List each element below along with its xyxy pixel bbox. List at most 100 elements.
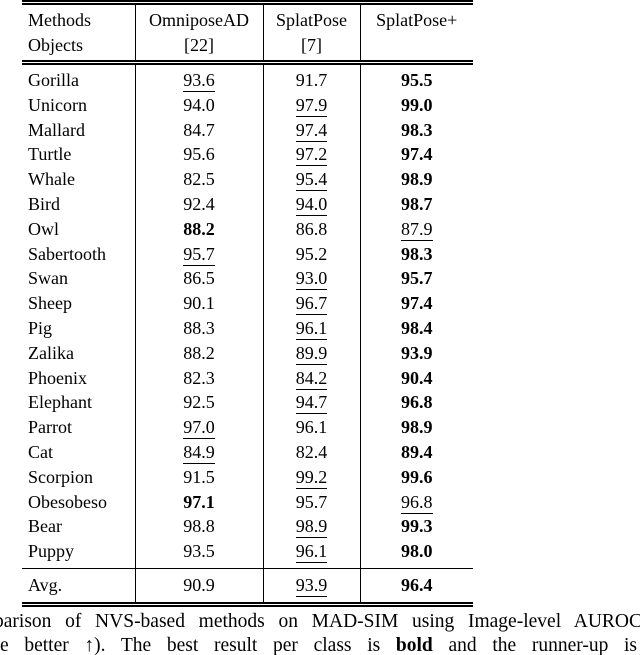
table-row: Gorilla 93.6 91.7 95.5 (22, 62, 473, 93)
object-name-cell: Obesobeso (28, 491, 107, 512)
value-cell: 95.7 (359, 266, 473, 292)
object-name-cell: Parrot (28, 417, 72, 438)
value-text: 84.7 (183, 119, 215, 140)
value-cell: 92.5 (134, 390, 263, 416)
value-text: 93.0 (295, 268, 328, 291)
value-text: 82.5 (183, 169, 215, 190)
table-row: Phoenix 82.3 84.2 90.4 (22, 365, 473, 391)
value-text: 97.4 (295, 119, 328, 142)
value-cell: 98.9 (359, 415, 473, 440)
value-text: 99.0 (401, 94, 433, 115)
object-name-cell: Gorilla (28, 70, 79, 90)
value-text: 97.4 (401, 293, 433, 314)
value-cell: 84.7 (134, 117, 263, 143)
value-cell: 95.4 (262, 167, 360, 192)
value-cell: 82.3 (134, 365, 263, 391)
table-caption: parison of NVS-based methods on MAD-SIM … (0, 610, 640, 655)
value-cell: 96.8 (359, 390, 473, 416)
table-row: Puppy 93.5 96.1 98.0 (22, 539, 473, 569)
value-cell: 91.7 (262, 62, 360, 93)
value-text: 95.5 (401, 70, 433, 90)
object-name-cell: Unicorn (28, 94, 87, 115)
value-text: 89.4 (401, 441, 433, 462)
value-cell: 88.3 (134, 315, 263, 341)
value-cell: 96.4 (359, 567, 473, 605)
value-text: 95.7 (295, 491, 328, 512)
object-name-cell: Whale (28, 169, 75, 190)
value-cell: 94.7 (262, 390, 360, 416)
table-header: Methods Objects OmniposeAD [22] SplatPos… (22, 2, 473, 65)
table-row: Bear 98.8 98.9 99.3 (22, 514, 473, 540)
value-text: 95.2 (295, 243, 328, 264)
value-text: 95.7 (401, 268, 433, 289)
value-text: 97.0 (183, 417, 215, 440)
value-text: 86.8 (295, 218, 328, 239)
value-text: 93.5 (183, 541, 215, 562)
object-name-cell: Turtle (28, 144, 72, 165)
value-cell: 96.1 (262, 315, 360, 341)
value-text: 96.1 (295, 417, 328, 438)
value-text: 97.9 (295, 94, 328, 117)
object-name-cell: Phoenix (28, 367, 88, 388)
value-cell: 87.9 (359, 216, 473, 242)
table-row: Swan 86.5 93.0 95.7 (22, 266, 473, 292)
caption-bold-word: bold (395, 635, 433, 655)
table-row: Avg. 90.9 93.9 96.4 (22, 567, 473, 605)
header-col-splatpose: SplatPose [7] (262, 2, 360, 65)
value-cell: 99.0 (359, 92, 473, 118)
object-name-cell: Bird (28, 193, 61, 214)
value-text: 96.8 (401, 392, 433, 413)
value-text: 87.9 (401, 218, 433, 241)
value-cell: 94.0 (134, 92, 263, 118)
value-cell: 90.1 (134, 291, 263, 316)
value-cell: 88.2 (134, 216, 263, 242)
object-name-cell: Avg. (22, 567, 135, 605)
header-omniposead-cite: [22] (184, 35, 214, 55)
object-name-cell: Elephant (28, 392, 92, 413)
value-text: 94.0 (295, 193, 328, 216)
value-cell: 95.7 (134, 241, 263, 267)
table-row: Elephant 92.5 94.7 96.8 (22, 390, 473, 416)
value-cell: 93.0 (262, 266, 360, 292)
value-text: 91.5 (183, 466, 215, 487)
value-text: 99.2 (295, 466, 328, 489)
value-cell: 97.4 (262, 117, 360, 143)
value-text: 96.8 (401, 491, 433, 514)
value-cell: 95.5 (359, 62, 473, 93)
object-name-cell: Mallard (28, 119, 85, 140)
value-cell: 97.9 (262, 92, 360, 118)
value-cell: 97.4 (359, 291, 473, 316)
object-name-cell: Zalika (28, 342, 74, 363)
value-cell: 93.5 (134, 539, 263, 569)
header-col-omniposead: OmniposeAD [22] (134, 2, 263, 65)
table-row: Obesobeso 97.1 95.7 96.8 (22, 489, 473, 515)
value-cell: 82.4 (262, 439, 360, 465)
table-row: Whale 82.5 95.4 98.9 (22, 167, 473, 192)
value-text: 94.0 (183, 94, 215, 115)
value-cell: 89.9 (262, 340, 360, 366)
value-cell: 99.6 (359, 464, 473, 490)
header-row: Methods Objects OmniposeAD [22] SplatPos… (22, 2, 473, 65)
table-body: Gorilla 93.6 91.7 95.5 Unicorn 94.0 97.9 99.0 Ma… (22, 62, 473, 569)
value-text: 88.3 (183, 317, 215, 338)
table-footer: Avg. 90.9 93.9 96.4 (22, 567, 473, 605)
value-text: 89.9 (295, 342, 328, 365)
table-row: Zalika 88.2 89.9 93.9 (22, 340, 473, 366)
value-text: 99.3 (401, 516, 433, 537)
table-row: Unicorn 94.0 97.9 99.0 (22, 92, 473, 118)
value-text: 95.7 (183, 243, 215, 266)
value-text: 98.9 (295, 516, 328, 539)
caption-line-2-prefix: e better ↑). The best result per class i… (0, 635, 381, 655)
value-text: 96.7 (295, 293, 328, 316)
value-text: 98.9 (401, 169, 433, 190)
value-text: 84.2 (295, 367, 328, 390)
value-text: 97.4 (401, 144, 433, 165)
header-methods-objects-cell: Methods Objects (22, 2, 135, 65)
results-table: Methods Objects OmniposeAD [22] SplatPos… (22, 0, 473, 607)
value-text: 92.4 (183, 193, 215, 214)
value-cell: 93.9 (262, 567, 360, 605)
value-text: 82.4 (295, 441, 328, 462)
object-name-cell: Sabertooth (28, 243, 106, 264)
header-omniposead-label: OmniposeAD (149, 10, 249, 30)
value-cell: 99.2 (262, 464, 360, 490)
